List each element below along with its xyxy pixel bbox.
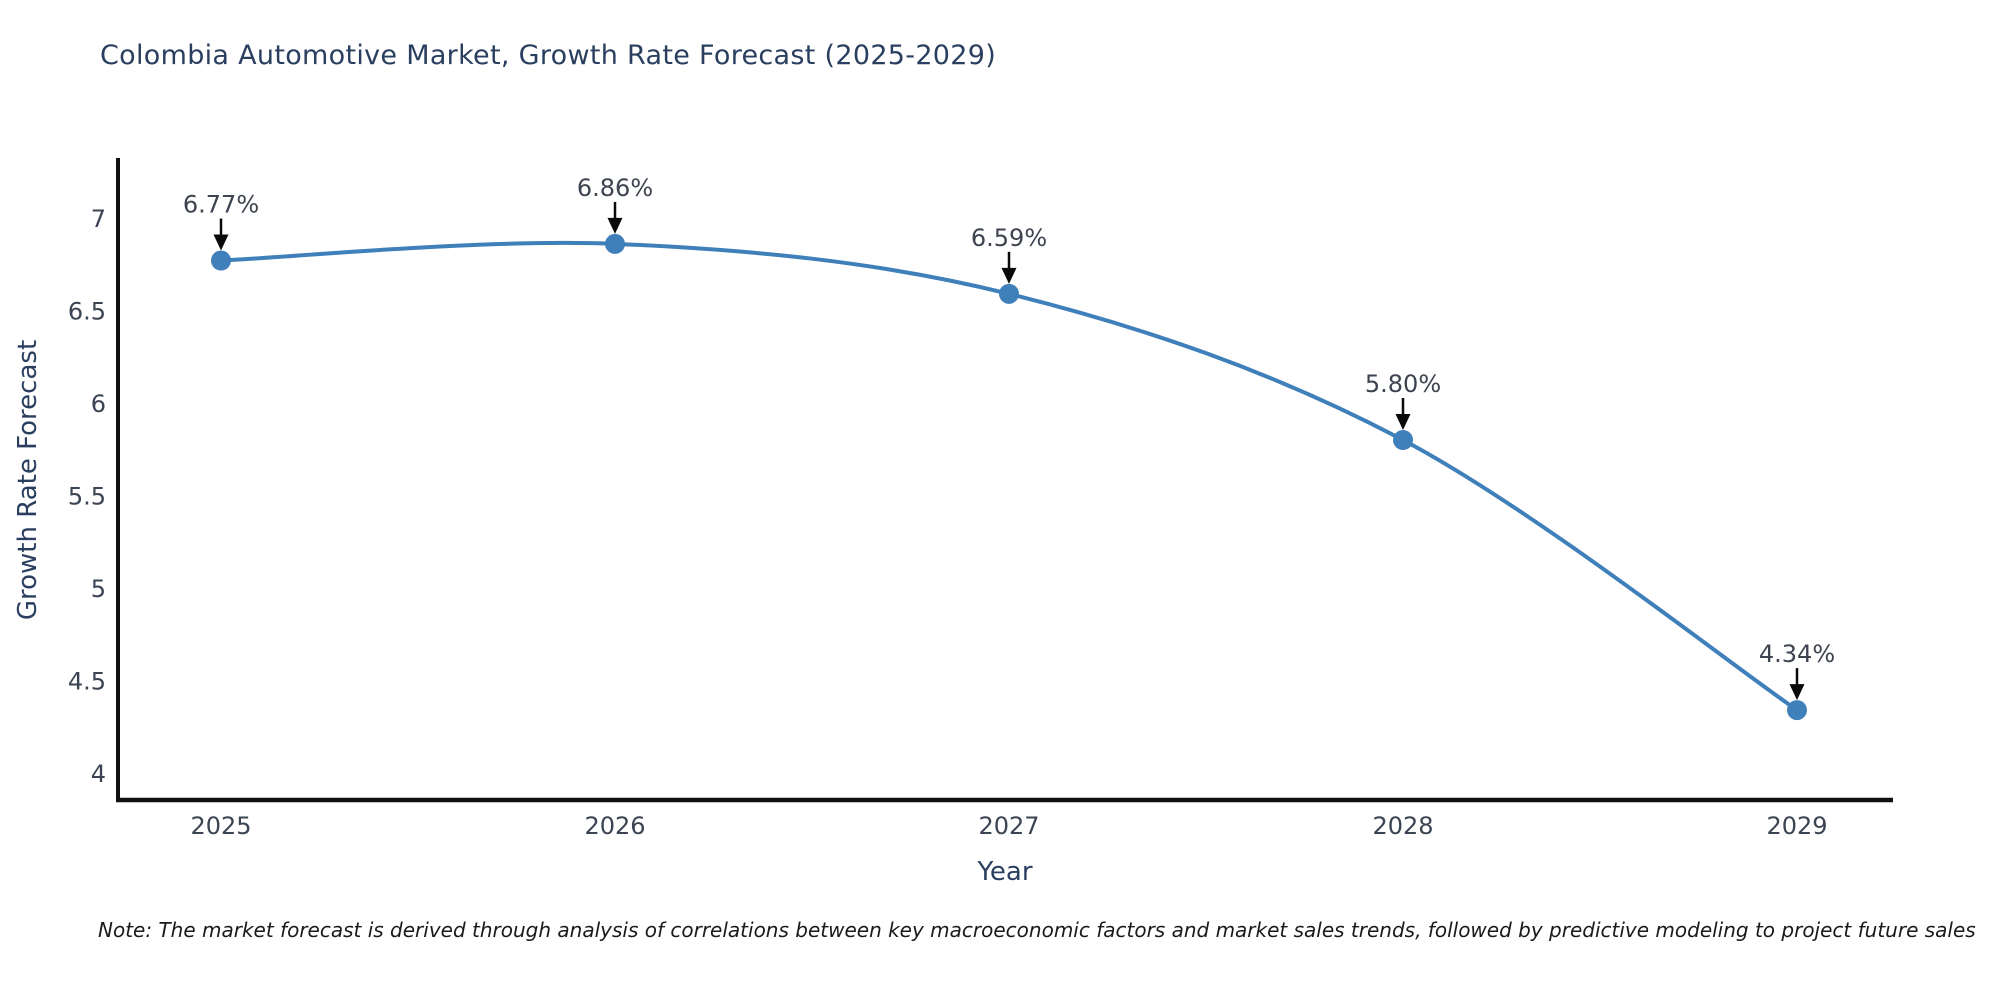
y-axis-title: Growth Rate Forecast (13, 339, 43, 621)
data-point-label: 5.80% (1365, 370, 1441, 398)
data-point-marker (1393, 430, 1413, 450)
x-tick-label: 2026 (584, 812, 645, 840)
data-point-label: 6.77% (183, 191, 259, 219)
annotation-arrowhead-icon (1395, 414, 1411, 430)
y-tick-label: 5.5 (68, 483, 106, 511)
footnote: Note: The market forecast is derived thr… (98, 918, 1976, 942)
y-tick-label: 6 (91, 390, 106, 418)
x-tick-label: 2025 (190, 812, 251, 840)
data-point-marker (1787, 700, 1807, 721)
y-tick-label: 7 (91, 205, 106, 233)
annotation-arrowhead-icon (1789, 684, 1805, 701)
annotation-arrowhead-icon (1001, 267, 1017, 284)
y-tick-label: 4.5 (68, 668, 106, 696)
x-tick-label: 2029 (1766, 812, 1827, 840)
data-point-marker (999, 283, 1019, 304)
y-tick-label: 6.5 (68, 298, 106, 326)
y-tick-label: 4 (91, 760, 106, 788)
chart-title: Colombia Automotive Market, Growth Rate … (100, 40, 997, 71)
x-tick-label: 2028 (1372, 812, 1433, 840)
x-axis-title: Year (977, 857, 1033, 887)
data-point-label: 4.34% (1759, 640, 1835, 668)
data-point-label: 6.86% (577, 174, 653, 202)
annotation-arrowhead-icon (213, 234, 229, 251)
x-tick-label: 2027 (978, 812, 1039, 840)
data-point-label: 6.59% (971, 224, 1047, 252)
data-point-marker (211, 250, 231, 271)
forecast-line (220, 240, 1799, 712)
annotation-arrowhead-icon (607, 217, 623, 234)
y-tick-label: 5 (91, 575, 106, 603)
data-point-marker (605, 233, 625, 254)
